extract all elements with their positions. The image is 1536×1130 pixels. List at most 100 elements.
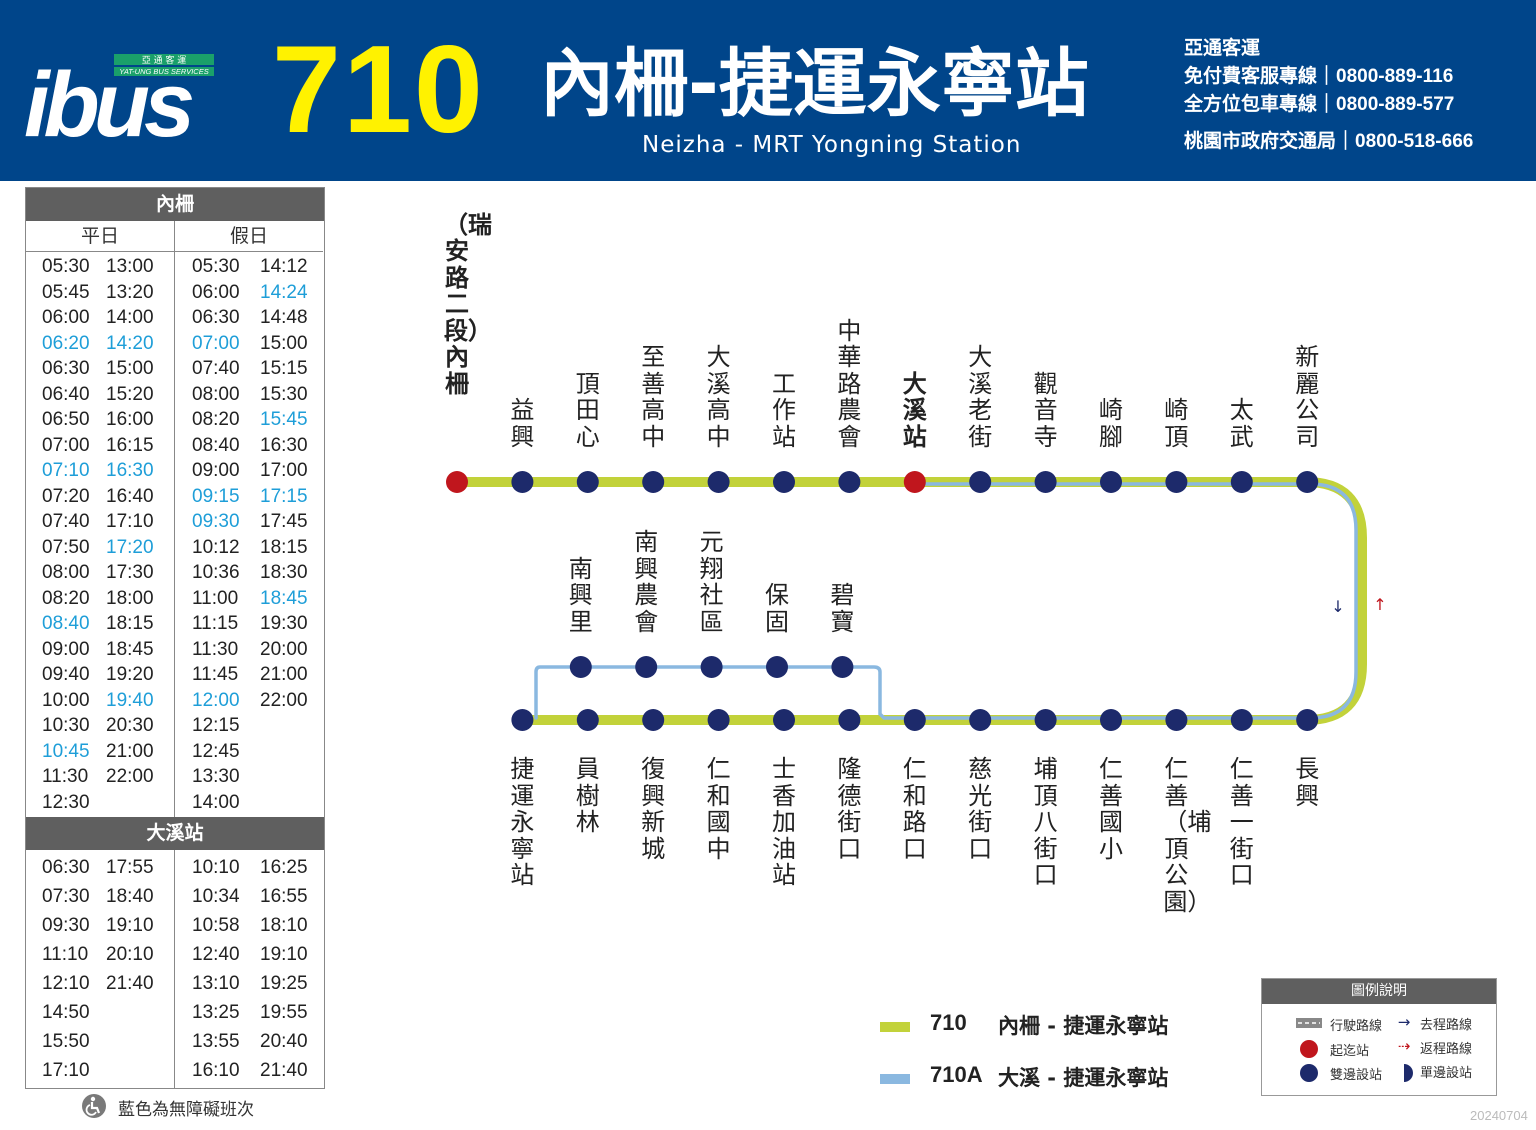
- return-arrow-icon: ↑: [1373, 595, 1386, 614]
- holiday-time: 08:40: [192, 434, 240, 456]
- holiday-time: 17:45: [260, 511, 308, 532]
- weekday-time: 07:40: [42, 511, 90, 532]
- terminal-stop: [903, 471, 926, 493]
- stop-label-top: （瑞安路二段）內柵: [444, 210, 492, 398]
- accessible-footnote: 藍色為無障礙班次: [80, 1093, 254, 1124]
- stop-dot: [1230, 471, 1253, 493]
- stop-label-bottom: 仁和國中: [706, 755, 731, 863]
- stop-label-bottom: 埔頂八街口: [1033, 755, 1058, 889]
- weekday-time: 06:00: [42, 307, 90, 328]
- stop-label-loop: 南興農會: [634, 528, 659, 636]
- legend-terminal: 起迄站: [1330, 1044, 1370, 1059]
- stop-label-top: 太武: [1229, 396, 1254, 451]
- stop-label-bottom: 隆德街口: [837, 755, 862, 863]
- holiday-time: 20:00: [260, 638, 308, 660]
- stop-label-top: 崎腳: [1099, 396, 1123, 451]
- stop-dot: [1296, 471, 1319, 493]
- weekday-time: 07:50: [42, 536, 90, 558]
- holiday-time: 08:20: [192, 409, 240, 430]
- holiday-time: 21:00: [260, 664, 308, 685]
- holiday-time: 14:48: [260, 307, 308, 328]
- legend-title: 圖例說明: [1262, 979, 1496, 1004]
- daxi-weekday-time: 21:40: [106, 973, 154, 994]
- weekday-time: 06:50: [42, 409, 90, 430]
- stop-dot: [838, 709, 861, 731]
- daxi-holiday-time: 10:10: [192, 857, 240, 878]
- legend-route-line: 行駛路線: [1330, 1019, 1383, 1034]
- holiday-time: 06:00: [192, 281, 240, 303]
- holiday-time: 11:45: [192, 664, 239, 685]
- stop-dot: [569, 656, 592, 678]
- timetable-title-neizha: 內柵: [26, 188, 324, 221]
- holiday-time: 19:30: [260, 613, 308, 634]
- holiday-time: 14:00: [192, 791, 240, 813]
- weekday-time: 06:30: [42, 358, 90, 379]
- holiday-time: 15:30: [260, 383, 308, 405]
- column-divider: [174, 850, 175, 1088]
- hotline-number: 0800-518-666: [1355, 131, 1474, 152]
- weekday-time: 06:40: [42, 383, 90, 405]
- stop-dot: [707, 471, 730, 493]
- daxi-weekday-time: 07:30: [42, 886, 90, 907]
- holiday-time: 11:15: [192, 613, 239, 634]
- daxi-holiday-time: 19:25: [260, 973, 308, 994]
- daxi-weekday-time: 20:10: [106, 944, 154, 965]
- legend-code: 710: [930, 1010, 967, 1035]
- weekday-time: 16:30: [106, 460, 154, 481]
- stop-label-bottom: 長興: [1295, 755, 1320, 810]
- both-side-stop-icon: [1300, 1064, 1318, 1082]
- stop-dot: [831, 656, 854, 678]
- daxi-weekday-time: 17:55: [106, 857, 154, 878]
- weekday-time: 07:20: [42, 485, 90, 507]
- hotline-label: 免付費客服專線｜: [1184, 65, 1337, 87]
- ibus-logo: 亞 通 客 運 YAT-UNG BUS SERVICES ibus: [22, 52, 232, 156]
- legend-desc: 大溪 - 捷運永寧站: [998, 1066, 1169, 1090]
- stop-label-bottom: 士香加油站: [772, 755, 796, 889]
- stop-dot: [576, 471, 599, 493]
- weekday-time: 17:10: [106, 511, 154, 532]
- daxi-holiday-time: 19:10: [260, 944, 308, 965]
- holiday-time: 12:45: [192, 740, 240, 762]
- weekday-time: 09:40: [42, 664, 90, 685]
- daxi-weekday-time: 17:10: [42, 1060, 90, 1081]
- weekday-time: 18:00: [106, 587, 154, 609]
- holiday-time: 08:00: [192, 383, 240, 405]
- weekday-time: 10:30: [42, 715, 90, 736]
- daxi-weekday-time: 19:10: [106, 915, 154, 936]
- weekday-time: 05:30: [42, 256, 90, 277]
- timetable-title-daxi: 大溪站: [26, 817, 324, 850]
- holiday-time: 06:30: [192, 307, 240, 328]
- stop-label-bottom: 捷運永寧站: [510, 755, 535, 889]
- stop-dot: [642, 709, 665, 731]
- outbound-arrow-icon: ↓: [1331, 597, 1344, 616]
- daxi-weekday-time: 12:10: [42, 973, 90, 994]
- holiday-time: 18:15: [260, 536, 308, 558]
- stop-label-bottom: 仁善國小: [1099, 755, 1123, 863]
- daxi-holiday-time: 19:55: [260, 1002, 308, 1023]
- stop-dot: [511, 709, 534, 731]
- daxi-holiday-time: 10:34: [192, 886, 240, 907]
- stop-label-top: 大溪老街: [968, 343, 993, 451]
- daxi-holiday-time: 20:40: [260, 1031, 308, 1052]
- holiday-time: 07:40: [192, 358, 240, 379]
- stop-label-loop: 元翔社區: [699, 528, 724, 636]
- holiday-time: 15:15: [260, 358, 308, 379]
- legend-desc: 內柵 - 捷運永寧站: [998, 1014, 1169, 1038]
- weekday-time: 10:45: [42, 740, 90, 762]
- stop-label-bottom: 仁和路口: [902, 755, 927, 863]
- hotline-transport-bureau: 桃園市政府交通局｜0800-518-666: [1184, 126, 1473, 153]
- holiday-header: 假日: [175, 221, 323, 252]
- weekday-time: 10:00: [42, 689, 90, 711]
- holiday-time: 15:45: [260, 409, 308, 430]
- holiday-time: 09:30: [192, 511, 240, 532]
- legend-outbound: 去程路線: [1420, 1018, 1473, 1033]
- daxi-weekday-time: 14:50: [42, 1002, 90, 1023]
- daxi-weekday-time: 18:40: [106, 886, 154, 907]
- weekday-time: 08:00: [42, 562, 90, 583]
- stop-dot: [903, 709, 926, 731]
- weekday-time: 11:30: [42, 766, 89, 787]
- stop-label-top: 至善高中: [641, 343, 666, 451]
- stop-dot: [969, 709, 992, 731]
- outbound-legend-arrow-icon: →: [1398, 1013, 1411, 1031]
- weekday-time: 18:45: [106, 638, 154, 660]
